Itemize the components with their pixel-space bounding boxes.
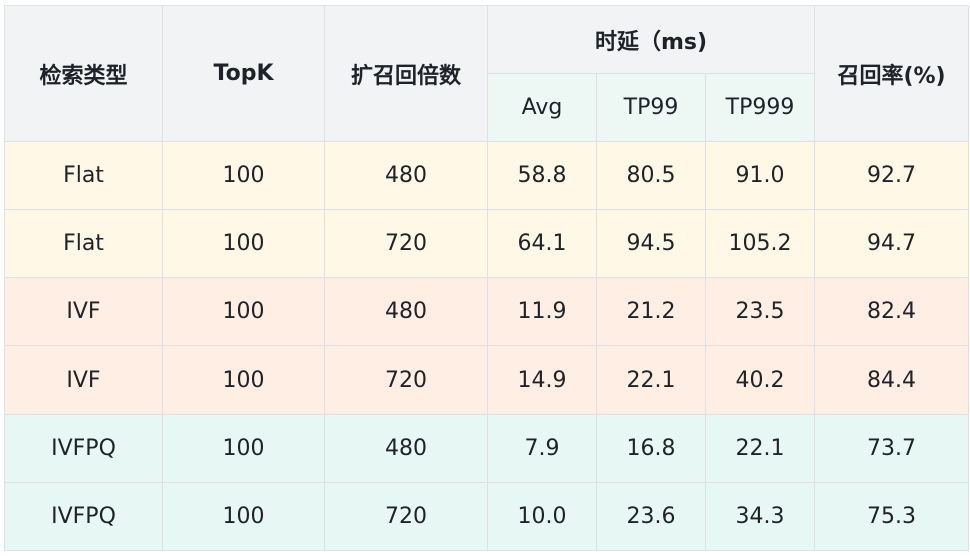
cell-avg: 58.8 [487, 140, 597, 211]
header-tp999: TP999 [704, 73, 816, 142]
cell-tp99: 16.8 [596, 413, 706, 483]
cell-recall: 75.3 [814, 481, 970, 552]
cell-recall: 94.7 [814, 209, 970, 279]
cell-type: IVF [4, 277, 163, 347]
cell-expand: 480 [324, 277, 488, 347]
table-body: Flat 100 480 58.8 80.5 91.0 92.7 Flat 10… [4, 140, 970, 552]
table-row: Flat 100 720 64.1 94.5 105.2 94.7 [4, 209, 970, 279]
cell-expand: 480 [324, 140, 488, 211]
table-row: Flat 100 480 58.8 80.5 91.0 92.7 [4, 140, 970, 211]
header-latency-group: 时延（ms) [486, 5, 816, 74]
cell-tp999: 40.2 [704, 345, 816, 415]
benchmark-table: 检索类型 TopK 扩召回倍数 时延（ms) 召回率(%) Avg TP99 T… [4, 5, 970, 552]
cell-type: IVFPQ [4, 413, 163, 483]
cell-expand: 480 [324, 413, 488, 483]
header-expand: 扩召回倍数 [324, 5, 488, 142]
cell-tp99: 22.1 [596, 345, 706, 415]
cell-recall: 82.4 [814, 277, 970, 347]
header-type: 检索类型 [4, 5, 163, 142]
cell-type: Flat [4, 209, 163, 279]
cell-topk: 100 [162, 140, 325, 211]
cell-avg: 11.9 [487, 277, 597, 347]
table-row: IVF 100 720 14.9 22.1 40.2 84.4 [4, 345, 970, 415]
cell-recall: 73.7 [814, 413, 970, 483]
cell-avg: 7.9 [487, 413, 597, 483]
cell-topk: 100 [162, 209, 325, 279]
cell-tp99: 21.2 [596, 277, 706, 347]
table-row: IVF 100 480 11.9 21.2 23.5 82.4 [4, 277, 970, 347]
cell-tp99: 80.5 [596, 140, 706, 211]
cell-tp999: 22.1 [704, 413, 816, 483]
header-recall: 召回率(%) [814, 5, 970, 142]
table-row: IVFPQ 100 720 10.0 23.6 34.3 75.3 [4, 481, 970, 552]
cell-avg: 64.1 [487, 209, 597, 279]
header-tp99: TP99 [596, 73, 706, 142]
cell-tp999: 105.2 [704, 209, 816, 279]
table-header: 检索类型 TopK 扩召回倍数 时延（ms) 召回率(%) Avg TP99 T… [4, 5, 970, 142]
cell-type: Flat [4, 140, 163, 211]
cell-type: IVF [4, 345, 163, 415]
cell-tp999: 91.0 [704, 140, 816, 211]
cell-tp999: 23.5 [704, 277, 816, 347]
cell-tp99: 23.6 [596, 481, 706, 552]
cell-topk: 100 [162, 481, 325, 552]
header-row: 检索类型 TopK 扩召回倍数 时延（ms) 召回率(%) [4, 5, 970, 142]
cell-tp999: 34.3 [704, 481, 816, 552]
header-avg: Avg [487, 73, 597, 142]
cell-topk: 100 [162, 413, 325, 483]
header-topk: TopK [162, 5, 325, 142]
subheader-row: Avg TP99 TP999 [5, 73, 969, 142]
cell-topk: 100 [162, 277, 325, 347]
cell-tp99: 94.5 [596, 209, 706, 279]
cell-avg: 14.9 [487, 345, 597, 415]
cell-type: IVFPQ [4, 481, 163, 552]
cell-topk: 100 [162, 345, 325, 415]
cell-avg: 10.0 [487, 481, 597, 552]
cell-expand: 720 [324, 209, 488, 279]
cell-expand: 720 [324, 481, 488, 552]
cell-recall: 92.7 [814, 140, 970, 211]
cell-recall: 84.4 [814, 345, 970, 415]
cell-expand: 720 [324, 345, 488, 415]
table-row: IVFPQ 100 480 7.9 16.8 22.1 73.7 [4, 413, 970, 483]
